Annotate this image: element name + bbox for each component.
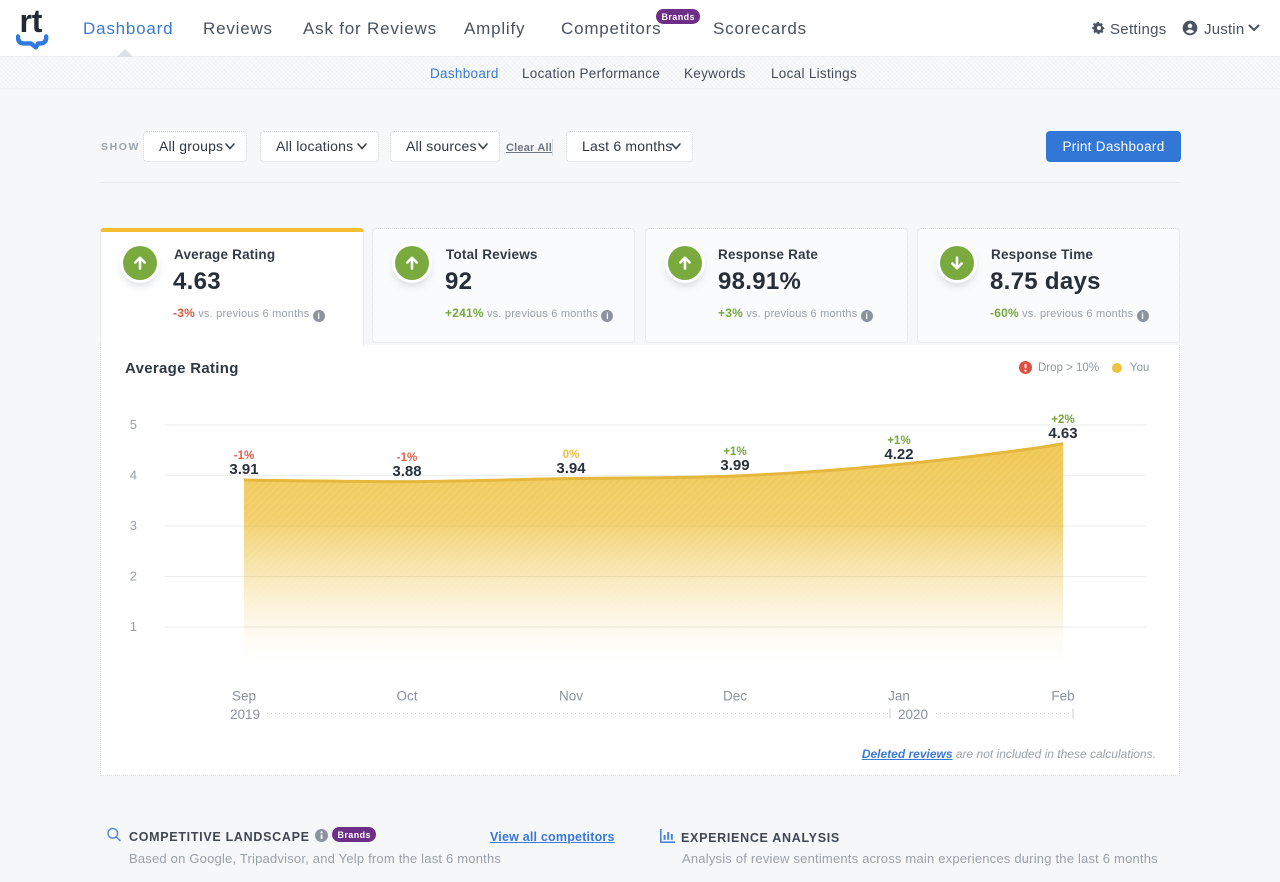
svg-text:2020: 2020 [898, 707, 928, 722]
svg-text:-1%: -1% [397, 452, 417, 464]
svg-text:2: 2 [130, 569, 137, 584]
svg-text:4.22: 4.22 [884, 446, 913, 463]
svg-text:Feb: Feb [1051, 689, 1074, 704]
svg-text:0%: 0% [563, 449, 580, 461]
svg-text:Jan: Jan [888, 689, 910, 704]
svg-text:Nov: Nov [559, 689, 583, 704]
svg-text:Oct: Oct [396, 689, 417, 704]
svg-text:rt: rt [20, 7, 43, 39]
svg-text:4.63: 4.63 [1048, 425, 1077, 442]
svg-text:1: 1 [130, 619, 137, 634]
svg-text:-1%: -1% [234, 450, 254, 462]
svg-text:3.99: 3.99 [720, 457, 749, 474]
svg-text:3.91: 3.91 [229, 461, 258, 478]
svg-text:3.94: 3.94 [556, 460, 586, 477]
svg-text:3.88: 3.88 [392, 463, 421, 480]
svg-text:+1%: +1% [723, 446, 746, 458]
svg-text:+1%: +1% [887, 435, 910, 447]
svg-text:Dec: Dec [723, 689, 747, 704]
svg-text:3: 3 [130, 518, 137, 533]
svg-text:Sep: Sep [232, 689, 256, 704]
svg-text:4: 4 [130, 468, 137, 483]
svg-text:2019: 2019 [230, 707, 260, 722]
svg-text:+2%: +2% [1051, 414, 1074, 426]
svg-text:5: 5 [130, 417, 137, 432]
